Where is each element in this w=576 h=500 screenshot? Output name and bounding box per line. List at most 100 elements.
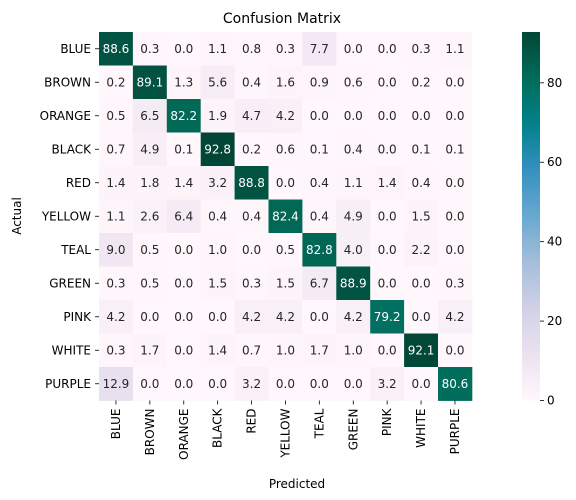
heatmap-cell <box>132 65 168 100</box>
heatmap-cell <box>438 367 473 401</box>
cell-value-label: 0.0 <box>378 42 397 56</box>
heatmap-cell <box>166 300 202 334</box>
colorbar-tick-label: 40 <box>547 235 562 249</box>
colorbar-tick-label: 60 <box>547 155 562 169</box>
heatmap-cell <box>370 300 405 334</box>
cell-value-label: 0.0 <box>378 343 397 357</box>
heatmap-cell <box>404 367 439 401</box>
cell-value-label: 0.0 <box>174 377 193 391</box>
heatmap-cell <box>438 65 473 100</box>
heatmap-cell <box>404 99 439 133</box>
cell-value-label: 1.1 <box>445 42 464 56</box>
cell-value-label: 4.2 <box>344 310 363 324</box>
cell-value-label: 79.2 <box>374 310 401 324</box>
y-tick-label: PINK <box>63 310 92 324</box>
cell-value-label: 0.0 <box>174 276 193 290</box>
heatmap-cell <box>370 132 405 167</box>
heatmap-cell <box>404 132 439 167</box>
cell-value-label: 0.5 <box>140 276 159 290</box>
cell-value-label: 1.0 <box>344 343 363 357</box>
heatmap-cell <box>166 333 202 368</box>
heatmap-cell <box>234 266 269 301</box>
cell-value-label: 0.0 <box>412 310 431 324</box>
heatmap-cell-labels: 88.6 0.3 0.0 1.1 0.8 0.3 7.7 0.0 0.0 0.3 1.1 0.2 89.… <box>103 42 469 391</box>
cell-value-label: 2.6 <box>140 209 159 223</box>
cell-value-label: 0.0 <box>445 176 464 190</box>
heatmap-cell <box>370 367 405 401</box>
heatmap-cell <box>268 300 303 334</box>
heatmap-cell <box>200 166 235 200</box>
cell-value-label: 0.0 <box>344 377 363 391</box>
cell-value-label: 2.2 <box>412 243 431 257</box>
heatmap-cell <box>200 367 235 401</box>
heatmap-cell <box>132 199 168 234</box>
cell-value-label: 0.0 <box>174 42 193 56</box>
heatmap-cell <box>268 132 303 167</box>
heatmap-cell <box>336 199 371 234</box>
cell-value-label: 0.3 <box>106 276 125 290</box>
cell-value-label: 0.6 <box>276 142 295 156</box>
cell-value-label: 0.0 <box>378 209 397 223</box>
heatmap-cell <box>302 300 337 334</box>
cell-value-label: 0.0 <box>242 243 261 257</box>
cell-value-label: 0.0 <box>378 109 397 123</box>
heatmap-cell <box>302 367 337 401</box>
cell-value-label: 0.4 <box>310 209 329 223</box>
heatmap-cell <box>166 32 202 66</box>
heatmap-cell <box>370 32 405 66</box>
heatmap-cell <box>370 333 405 368</box>
cell-value-label: 0.0 <box>445 209 464 223</box>
heatmap-cell <box>404 65 439 100</box>
heatmap-cell <box>132 333 168 368</box>
heatmap-cell <box>268 65 303 100</box>
x-tick-label: RED <box>245 409 259 434</box>
cell-value-label: 4.0 <box>344 243 363 257</box>
cell-value-label: 4.2 <box>106 310 125 324</box>
heatmap-cell <box>99 233 134 267</box>
cell-value-label: 0.0 <box>344 109 363 123</box>
cell-value-label: 0.9 <box>310 75 329 89</box>
cell-value-label: 1.0 <box>208 243 227 257</box>
cell-value-label: 0.0 <box>310 377 329 391</box>
x-tick-label: TEAL <box>312 408 326 439</box>
heatmap-cell <box>404 199 439 234</box>
cell-value-label: 0.6 <box>344 75 363 89</box>
cell-value-label: 12.9 <box>103 377 130 391</box>
cell-value-label: 1.7 <box>140 343 159 357</box>
cell-value-label: 5.6 <box>208 75 227 89</box>
heatmap-cell <box>234 99 269 133</box>
heatmap-cell <box>166 233 202 267</box>
x-tick-label: YELLOW <box>278 408 292 458</box>
colorbar-tick-label: 80 <box>547 76 562 90</box>
cell-value-label: 0.0 <box>445 343 464 357</box>
heatmap-cell <box>132 233 168 267</box>
heatmap-cell <box>234 233 269 267</box>
heatmap-cell <box>404 266 439 301</box>
cell-value-label: 1.4 <box>106 176 125 190</box>
heatmap-cell <box>268 333 303 368</box>
cell-value-label: 4.7 <box>242 109 261 123</box>
heatmap-cell <box>268 233 303 267</box>
cell-value-label: 0.0 <box>174 343 193 357</box>
y-tick-label: RED <box>66 176 91 190</box>
cell-value-label: 1.6 <box>276 75 295 89</box>
heatmap-cell <box>99 132 134 167</box>
heatmap-cell <box>200 132 235 167</box>
heatmap-cell <box>404 300 439 334</box>
heatmap-cell <box>132 300 168 334</box>
cell-value-label: 1.1 <box>208 42 227 56</box>
heatmap-cells <box>99 32 473 401</box>
colorbar-tick-label: 20 <box>547 314 562 328</box>
cell-value-label: 92.1 <box>408 343 435 357</box>
cell-value-label: 0.3 <box>445 276 464 290</box>
cell-value-label: 4.2 <box>242 310 261 324</box>
heatmap-cell <box>99 65 134 100</box>
heatmap-cell <box>268 166 303 200</box>
cell-value-label: 6.4 <box>174 209 193 223</box>
heatmap-cell <box>166 199 202 234</box>
heatmap-cell <box>234 367 269 401</box>
heatmap-cell <box>370 99 405 133</box>
heatmap-cell <box>438 233 473 267</box>
heatmap-cell <box>99 300 134 334</box>
